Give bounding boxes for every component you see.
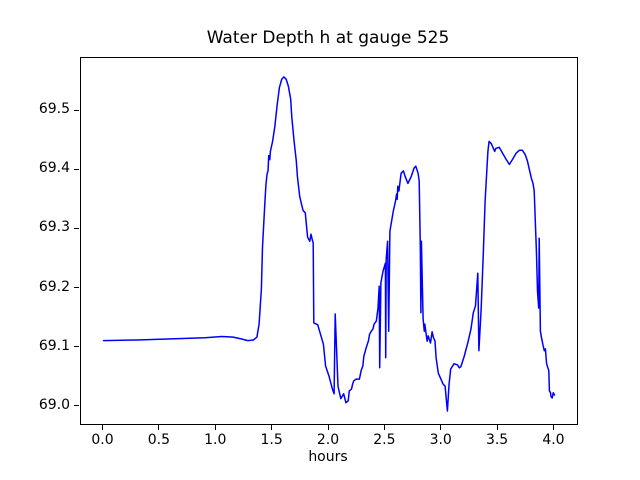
x-tick-mark [158,425,160,430]
x-tick-label: 1.5 [260,432,283,448]
line-plot-path [102,76,556,412]
x-tick-label: 0.0 [91,432,114,448]
x-tick-mark [271,425,273,430]
y-tick-label: 69.1 [38,337,70,354]
x-tick-mark [383,425,385,430]
y-tick-label: 69.0 [38,396,70,413]
y-tick-label: 69.5 [38,101,70,118]
x-axis-label: hours [308,449,348,465]
y-tick-mark [74,168,79,170]
x-tick-label: 3.0 [429,432,452,448]
y-tick-label: 69.4 [38,160,70,177]
y-tick-mark [74,346,79,348]
x-tick-label: 3.5 [485,432,509,448]
x-tick-mark [327,425,329,430]
x-tick-label: 1.0 [204,432,227,448]
y-tick-label: 69.2 [38,278,70,295]
x-tick-mark [102,425,104,430]
y-tick-mark [74,287,79,289]
y-tick-label: 69.3 [38,219,70,236]
x-tick-mark [552,425,554,430]
y-tick-mark [74,227,79,229]
x-tick-label: 4.0 [542,432,565,448]
x-tick-mark [214,425,216,430]
x-tick-mark [440,425,442,430]
y-tick-mark [74,109,79,111]
x-tick-label: 0.5 [147,432,171,448]
water-depth-line-series [102,76,556,412]
x-tick-label: 2.0 [316,432,340,448]
chart-title: Water Depth h at gauge 525 [206,28,450,48]
x-tick-mark [496,425,498,430]
plot-area [80,57,578,425]
y-tick-mark [74,405,79,407]
x-tick-label: 2.5 [373,432,396,448]
